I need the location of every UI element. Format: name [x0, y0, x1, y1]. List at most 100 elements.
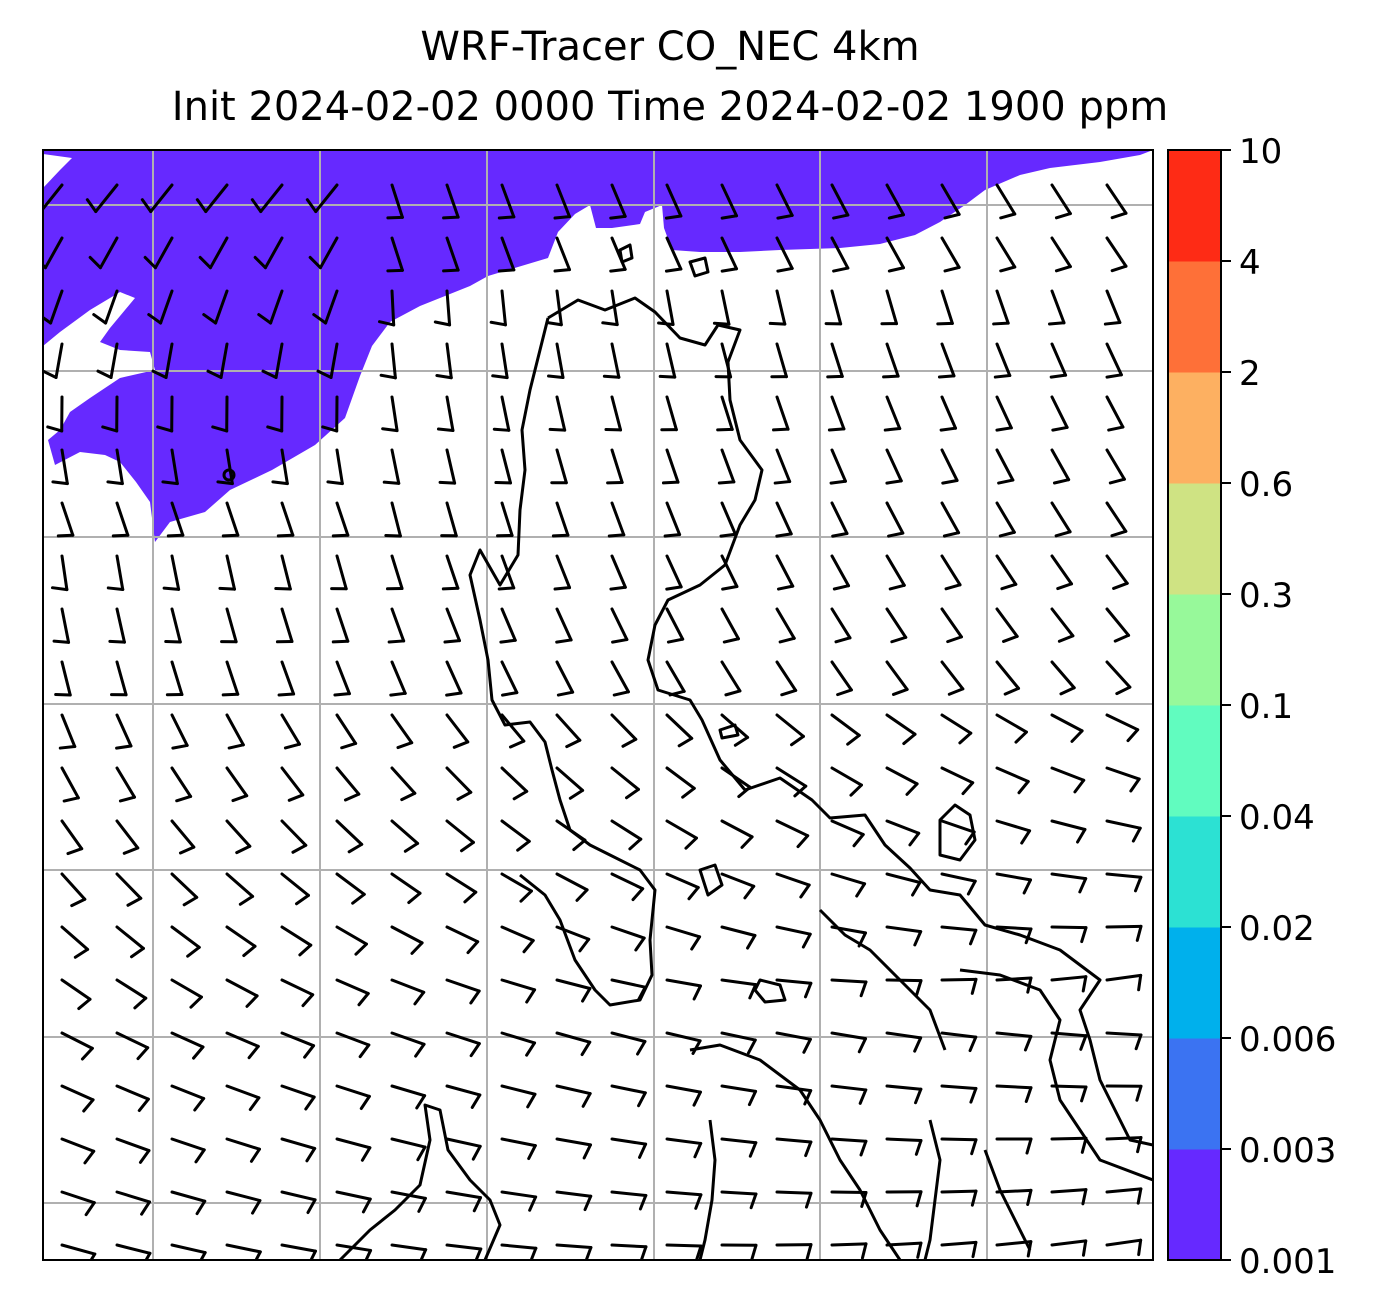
coastline-bay-islands	[689, 1043, 902, 1260]
wind-barb	[445, 925, 480, 955]
wind-barb	[60, 766, 80, 803]
wind-barb	[995, 766, 1030, 795]
wind-barb	[995, 819, 1032, 845]
colorbar-segment	[1168, 261, 1221, 373]
wind-barb	[885, 1190, 923, 1208]
wind-barb	[386, 183, 404, 220]
wind-barb	[716, 395, 734, 432]
colorbar-segment	[1168, 705, 1221, 817]
wind-barb	[60, 1031, 94, 1061]
wind-barb	[547, 342, 565, 379]
wind-barb	[378, 289, 396, 327]
map-title: WRF-Tracer CO_NEC 4km	[420, 24, 920, 70]
colorbar-segment	[1168, 150, 1221, 262]
wind-barb	[609, 554, 627, 591]
wind-barb	[775, 872, 811, 899]
wind-barb	[775, 713, 805, 747]
wind-barb	[1105, 713, 1140, 743]
wind-barb	[885, 978, 923, 997]
wind-barb	[720, 766, 752, 799]
wind-barb	[140, 183, 174, 214]
wind-barb	[995, 236, 1017, 273]
wind-barb	[274, 554, 292, 591]
wind-barb	[445, 1137, 482, 1161]
wind-barb	[995, 448, 1015, 485]
wind-barb	[280, 1031, 316, 1059]
wind-barb	[995, 925, 1033, 945]
wind-barb	[225, 1137, 261, 1163]
wind-barb	[165, 660, 184, 697]
wind-barb	[775, 978, 813, 999]
wind-barb	[1050, 448, 1071, 485]
wind-barb	[1105, 236, 1128, 273]
wind-barb	[58, 713, 77, 750]
wind-barb	[1050, 1031, 1088, 1051]
colorbar-tick-label: 0.6	[1239, 465, 1293, 505]
wind-barb	[830, 872, 867, 898]
wind-barb	[548, 395, 567, 432]
colorbar-tick-label: 0.3	[1239, 576, 1293, 616]
wind-barb	[555, 660, 575, 697]
wind-barb	[1050, 1084, 1088, 1103]
wind-barb	[331, 607, 350, 644]
wind-barb	[940, 607, 963, 644]
wind-barb	[443, 607, 461, 644]
wind-barb	[108, 607, 126, 644]
wind-barb	[830, 925, 867, 948]
wind-barb	[663, 501, 682, 538]
wind-barb	[665, 819, 698, 850]
wind-barb	[111, 501, 130, 538]
wind-barb	[436, 395, 455, 432]
wind-barb	[939, 395, 958, 432]
wind-barb	[280, 1243, 317, 1260]
wind-barb	[830, 607, 852, 644]
wind-barb	[555, 978, 592, 1003]
wind-barb	[225, 872, 255, 906]
wind-barb	[335, 925, 368, 956]
wind-barb	[280, 1190, 317, 1215]
colorbar-tick-label: 0.02	[1239, 909, 1315, 949]
colorbar-segment	[1168, 1149, 1221, 1261]
wind-barb	[280, 1137, 317, 1163]
wind-barb	[333, 660, 351, 697]
wind-barb	[830, 1242, 868, 1260]
wind-barb	[50, 554, 69, 592]
wind-barb	[885, 1084, 923, 1105]
wind-barb	[60, 819, 84, 856]
wind-barb	[830, 501, 849, 538]
wind-barb	[830, 236, 850, 273]
wind-barb	[499, 607, 517, 644]
wind-barb	[885, 872, 922, 897]
wind-barb	[720, 554, 739, 591]
wind-barb	[830, 1137, 868, 1157]
wind-barb	[390, 872, 422, 905]
wind-barb	[390, 1137, 427, 1162]
wind-barb	[829, 448, 847, 485]
wind-barbs	[43, 183, 1143, 1260]
wind-barb	[1050, 925, 1088, 944]
wind-barb	[610, 713, 638, 748]
wind-barb	[550, 448, 568, 485]
wind-barb	[1105, 924, 1143, 942]
wind-barb	[665, 554, 683, 591]
wind-barb	[335, 1137, 372, 1162]
wind-barb	[830, 554, 851, 591]
wind-barb	[445, 1031, 481, 1058]
wind-barb	[775, 1031, 812, 1054]
wind-barb	[1103, 289, 1122, 326]
wind-barb	[940, 819, 976, 846]
wind-barb	[225, 766, 249, 803]
wind-barb	[770, 342, 788, 379]
wind-barb	[555, 607, 573, 644]
wind-barb	[609, 183, 627, 220]
wind-barb	[147, 289, 174, 325]
wind-barb	[555, 713, 582, 749]
wind-barb	[830, 1190, 868, 1208]
wind-barb	[885, 819, 921, 847]
map-panel	[43, 150, 1153, 1260]
wind-barb	[445, 766, 473, 801]
wind-barb	[555, 872, 589, 902]
wind-barb	[335, 1243, 373, 1260]
wind-barb	[826, 342, 844, 379]
wind-barb	[170, 872, 199, 907]
